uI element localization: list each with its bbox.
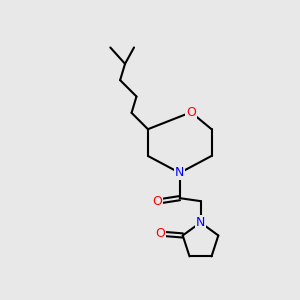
Text: N: N: [196, 216, 205, 229]
Text: N: N: [175, 167, 184, 179]
Text: O: O: [186, 106, 196, 119]
Text: O: O: [152, 195, 162, 208]
Text: O: O: [155, 227, 165, 241]
